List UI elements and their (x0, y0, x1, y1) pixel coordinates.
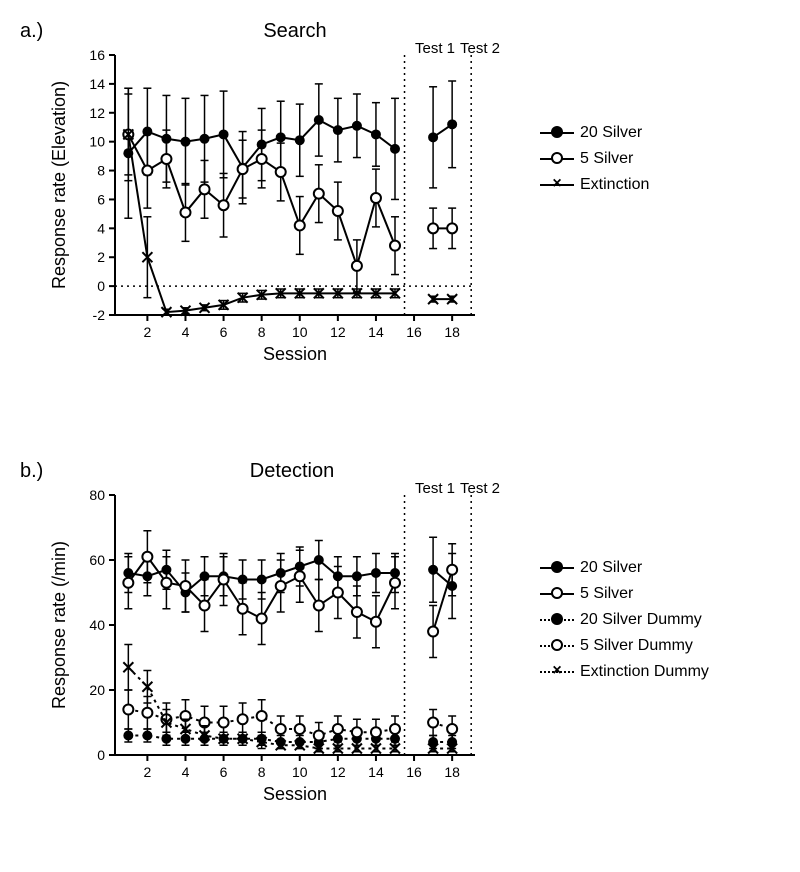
svg-text:2: 2 (97, 249, 105, 265)
legend-label: 5 Silver (580, 585, 633, 603)
legend-item: 5 Silver (540, 146, 649, 172)
svg-text:Response rate (Elevation): Response rate (Elevation) (49, 81, 69, 289)
svg-text:-2: -2 (93, 307, 106, 323)
svg-text:16: 16 (406, 764, 422, 780)
legend-label: 20 Silver Dummy (580, 611, 702, 629)
svg-text:14: 14 (368, 764, 384, 780)
legend-symbol: × (540, 663, 574, 681)
svg-text:8: 8 (258, 764, 266, 780)
legend-label: 5 Silver Dummy (580, 637, 693, 655)
svg-text:6: 6 (220, 324, 228, 340)
legend-symbol: × (540, 176, 574, 194)
svg-text:12: 12 (89, 105, 105, 121)
legend-symbol (540, 150, 574, 168)
svg-text:14: 14 (89, 76, 105, 92)
svg-text:0: 0 (97, 278, 105, 294)
svg-text:2: 2 (143, 324, 151, 340)
svg-text:80: 80 (89, 487, 105, 503)
svg-text:20: 20 (89, 682, 105, 698)
legend-item: × Extinction (540, 172, 649, 198)
legend-label: 5 Silver (580, 150, 633, 168)
legend-symbol (540, 559, 574, 577)
panel-b-legend: 20 Silver 5 Silver 20 Silver Dummy 5 Silver… (540, 555, 709, 685)
legend-symbol (540, 611, 574, 629)
legend-item: 5 Silver (540, 581, 709, 607)
svg-text:10: 10 (292, 764, 308, 780)
panel-a-svg: -2 0 2 4 6 8 10 12 14 16 2 4 6 8 10 12 14 16 18 Response ra… (0, 0, 800, 420)
svg-text:0: 0 (97, 747, 105, 763)
svg-text:2: 2 (143, 764, 151, 780)
svg-text:Response rate (/min): Response rate (/min) (49, 541, 69, 709)
svg-text:8: 8 (258, 324, 266, 340)
svg-text:Session: Session (263, 344, 327, 364)
svg-text:4: 4 (182, 324, 190, 340)
svg-text:4: 4 (182, 764, 190, 780)
svg-text:18: 18 (444, 324, 460, 340)
svg-text:4: 4 (97, 220, 105, 236)
legend-label: Extinction Dummy (580, 663, 709, 681)
svg-text:Session: Session (263, 784, 327, 804)
svg-text:18: 18 (444, 764, 460, 780)
svg-text:14: 14 (368, 324, 384, 340)
page: { "colors": { "ink": "#000000", "bg": "#… (0, 0, 800, 872)
svg-text:12: 12 (330, 764, 346, 780)
legend-symbol (540, 637, 574, 655)
legend-item: 20 Silver Dummy (540, 607, 709, 633)
svg-text:8: 8 (97, 163, 105, 179)
svg-text:10: 10 (89, 134, 105, 150)
legend-item: 20 Silver (540, 120, 649, 146)
legend-item: 20 Silver (540, 555, 709, 581)
legend-symbol (540, 124, 574, 142)
svg-text:10: 10 (292, 324, 308, 340)
legend-symbol (540, 585, 574, 603)
svg-text:16: 16 (406, 324, 422, 340)
svg-text:60: 60 (89, 552, 105, 568)
legend-item: 5 Silver Dummy (540, 633, 709, 659)
panel-a-legend: 20 Silver 5 Silver × Extinction (540, 120, 649, 198)
legend-label: 20 Silver (580, 124, 642, 142)
legend-label: Extinction (580, 176, 649, 194)
svg-text:12: 12 (330, 324, 346, 340)
svg-text:6: 6 (220, 764, 228, 780)
svg-text:16: 16 (89, 47, 105, 63)
legend-label: 20 Silver (580, 559, 642, 577)
legend-item: × Extinction Dummy (540, 659, 709, 685)
svg-text:40: 40 (89, 617, 105, 633)
svg-text:6: 6 (97, 191, 105, 207)
